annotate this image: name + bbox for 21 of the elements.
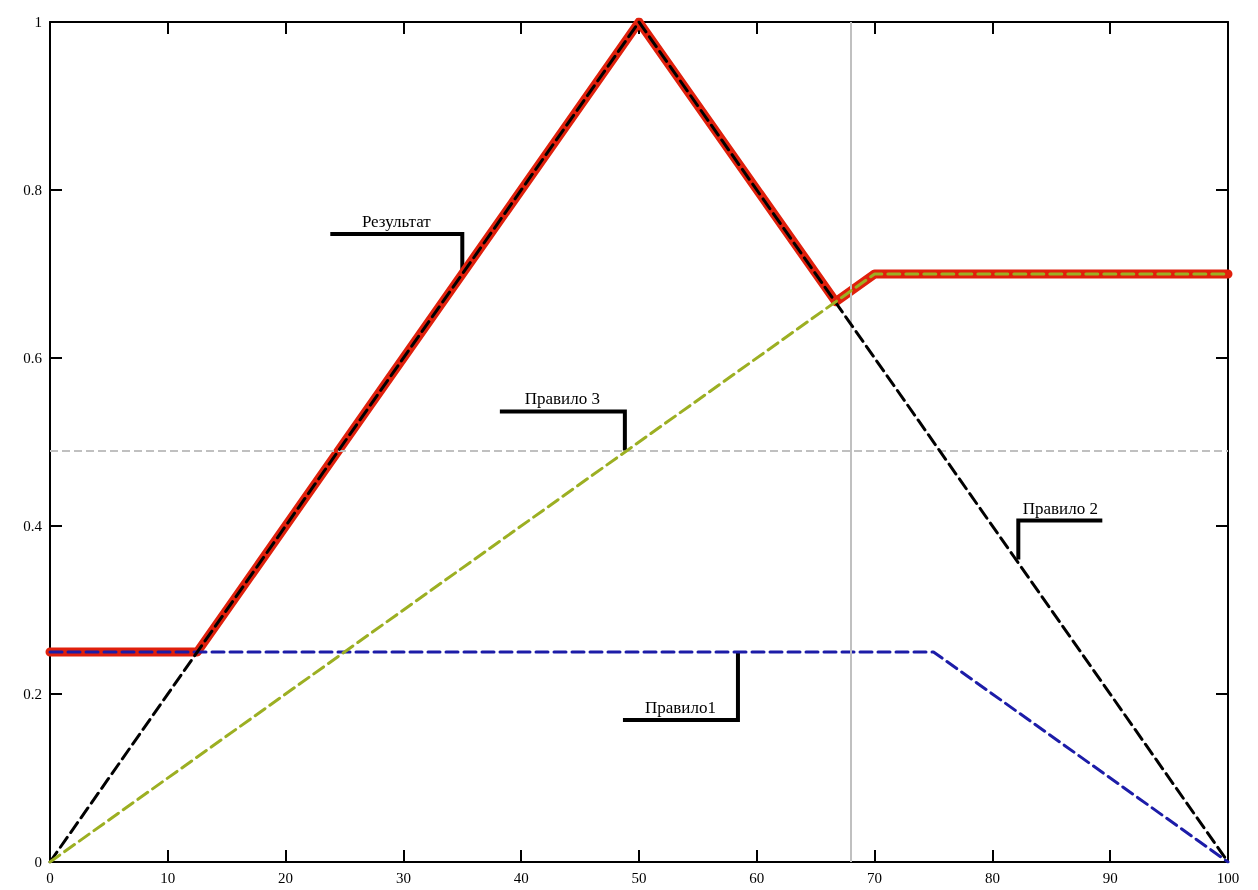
y-tick-label: 1 [34, 14, 42, 30]
y-tick-label: 0.8 [23, 182, 42, 198]
annotation: Результат [361, 212, 432, 231]
x-tick-label: 40 [513, 869, 529, 886]
annotation: Правило 3 [524, 389, 600, 409]
x-tick-label: 80 [984, 869, 1000, 886]
y-tick-label: 0.4 [23, 518, 43, 534]
x-tick-label: 90 [1102, 869, 1118, 886]
x-tick-label: 60 [749, 869, 765, 886]
x-tick-label: 100 [1216, 869, 1240, 886]
y-tick-label: 0.2 [23, 686, 42, 702]
x-tick-label: 0 [46, 869, 54, 886]
annotation: Правило1 [644, 698, 716, 717]
x-tick-label: 70 [867, 869, 883, 886]
x-tick-label: 30 [395, 869, 411, 886]
x-tick-label: 20 [278, 869, 294, 886]
y-tick-label: 0.6 [23, 350, 43, 366]
x-tick-label: 10 [160, 869, 176, 886]
annotation: Правило 2 [1022, 498, 1098, 518]
y-tick-label: 0 [34, 854, 42, 870]
x-tick-label: 50 [631, 869, 647, 886]
